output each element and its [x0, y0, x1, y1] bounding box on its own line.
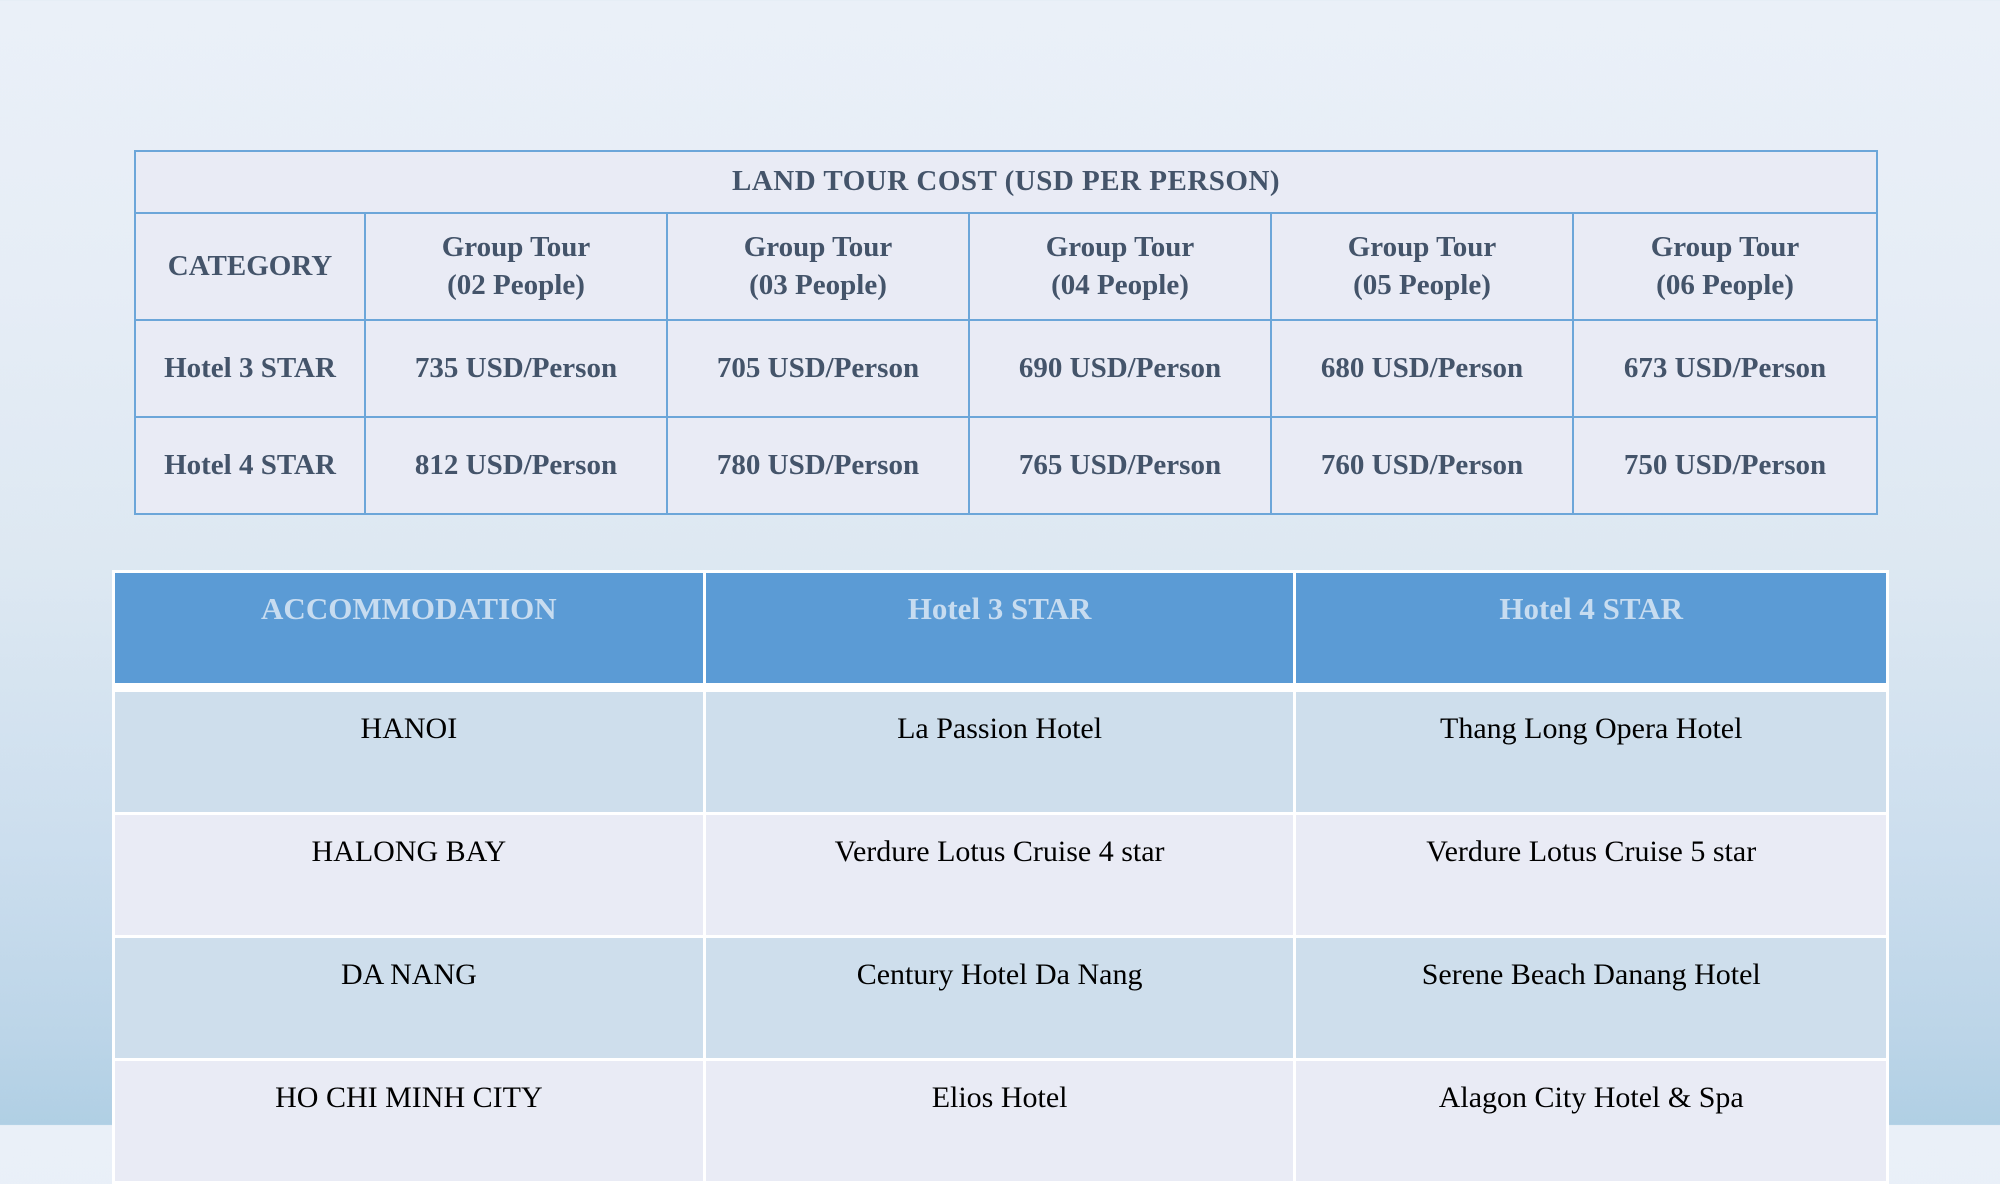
land-tour-cost-grid: LAND TOUR COST (USD PER PERSON) CATEGORY…	[133, 150, 1879, 515]
land-tour-cost-table: LAND TOUR COST (USD PER PERSON) CATEGORY…	[133, 150, 1879, 515]
city-cell: HANOI	[115, 692, 703, 812]
hotel-4-star-cell: Thang Long Opera Hotel	[1296, 692, 1886, 812]
accommodation-header-row: ACCOMMODATION Hotel 3 STAR Hotel 4 STAR	[115, 573, 1886, 689]
accom-col-header-hotel-3-star: Hotel 3 STAR	[705, 573, 1294, 689]
cost-col-header-05-people: Group Tour (05 People)	[1270, 212, 1574, 321]
cost-col-header-03-people: Group Tour (03 People)	[666, 212, 970, 321]
cost-header-row: CATEGORY Group Tour (02 People) Group To…	[134, 212, 1879, 321]
city-cell: DA NANG	[115, 938, 703, 1058]
cost-row-hotel-4-star: Hotel 4 STAR 812 USD/Person 780 USD/Pers…	[134, 416, 1879, 515]
cost-cell: 765 USD/Person	[968, 416, 1272, 515]
accommodation-row-ho-chi-minh-city: HO CHI MINH CITY Elios Hotel Alagon City…	[115, 1061, 1886, 1181]
cost-cell: 680 USD/Person	[1270, 319, 1574, 418]
cost-cell: 780 USD/Person	[666, 416, 970, 515]
cost-col-header-04-people: Group Tour (04 People)	[968, 212, 1272, 321]
cost-cell: 812 USD/Person	[364, 416, 668, 515]
cost-cell: 760 USD/Person	[1270, 416, 1574, 515]
hotel-3-star-cell: La Passion Hotel	[705, 692, 1294, 812]
cost-table-title: LAND TOUR COST (USD PER PERSON)	[133, 150, 1879, 214]
cost-cell: 705 USD/Person	[666, 319, 970, 418]
cost-row-category: Hotel 3 STAR	[134, 319, 366, 418]
hotel-3-star-cell: Elios Hotel	[705, 1061, 1294, 1181]
accom-col-header-accommodation: ACCOMMODATION	[115, 573, 703, 689]
cost-row-category: Hotel 4 STAR	[134, 416, 366, 515]
accommodation-grid: ACCOMMODATION Hotel 3 STAR Hotel 4 STAR …	[112, 570, 1889, 1184]
cost-cell: 690 USD/Person	[968, 319, 1272, 418]
cost-col-header-category: CATEGORY	[134, 212, 366, 321]
hotel-4-star-cell: Alagon City Hotel & Spa	[1296, 1061, 1886, 1181]
accom-col-header-hotel-4-star: Hotel 4 STAR	[1296, 573, 1886, 689]
cost-cell: 673 USD/Person	[1571, 319, 1879, 418]
cost-col-header-02-people: Group Tour (02 People)	[364, 212, 668, 321]
hotel-3-star-cell: Verdure Lotus Cruise 4 star	[705, 815, 1294, 935]
city-cell: HALONG BAY	[115, 815, 703, 935]
cost-cell: 750 USD/Person	[1571, 416, 1879, 515]
cost-col-header-06-people: Group Tour (06 People)	[1571, 212, 1879, 321]
accommodation-row-da-nang: DA NANG Century Hotel Da Nang Serene Bea…	[115, 938, 1886, 1058]
accommodation-row-halong-bay: HALONG BAY Verdure Lotus Cruise 4 star V…	[115, 815, 1886, 935]
hotel-4-star-cell: Verdure Lotus Cruise 5 star	[1296, 815, 1886, 935]
city-cell: HO CHI MINH CITY	[115, 1061, 703, 1181]
accommodation-table: ACCOMMODATION Hotel 3 STAR Hotel 4 STAR …	[112, 570, 1889, 1184]
cost-cell: 735 USD/Person	[364, 319, 668, 418]
accommodation-row-hanoi: HANOI La Passion Hotel Thang Long Opera …	[115, 692, 1886, 812]
cost-row-hotel-3-star: Hotel 3 STAR 735 USD/Person 705 USD/Pers…	[134, 319, 1879, 418]
cost-title-row: LAND TOUR COST (USD PER PERSON)	[133, 150, 1879, 214]
hotel-4-star-cell: Serene Beach Danang Hotel	[1296, 938, 1886, 1058]
hotel-3-star-cell: Century Hotel Da Nang	[705, 938, 1294, 1058]
